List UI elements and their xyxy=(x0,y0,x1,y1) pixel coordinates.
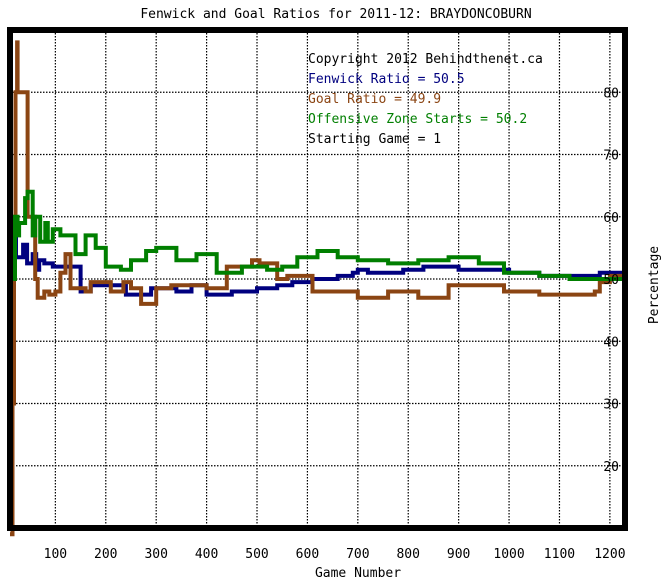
x-tick-label: 200 xyxy=(94,547,117,562)
x-axis-label: Game Number xyxy=(315,566,401,580)
series-line xyxy=(10,189,625,281)
legend-entry: Starting Game = 1 xyxy=(308,132,441,147)
plot-frame xyxy=(7,27,628,531)
x-tick-labels: 100 200 300 400 500 600 700 800 900 1000 1100 1200 xyxy=(44,547,626,562)
x-tick-label: 700 xyxy=(346,547,369,562)
x-tick-label: 800 xyxy=(396,547,419,562)
legend-entry: Offensive Zone Starts = 50.2 xyxy=(308,112,527,127)
legend: Copyright 2012 Behindthenet.ca Fenwick Ra… xyxy=(308,52,543,147)
legend-entry: Fenwick Ratio = 50.5 xyxy=(308,72,465,87)
chart-title: Fenwick and Goal Ratios for 2011-12: BRA… xyxy=(140,7,531,22)
x-tick-label: 600 xyxy=(296,547,319,562)
y-tick-label: 70 xyxy=(603,149,619,164)
y-tick-label: 40 xyxy=(603,335,619,350)
series-layer xyxy=(10,40,625,537)
y-tick-label: 30 xyxy=(603,398,619,413)
y-tick-label: 50 xyxy=(603,273,619,288)
x-tick-label: 400 xyxy=(195,547,218,562)
y-axis-label: Percentage xyxy=(647,246,662,324)
x-tick-label: 900 xyxy=(447,547,470,562)
y-tick-labels: 20 30 40 50 60 70 80 xyxy=(603,86,619,475)
x-tick-label: 1200 xyxy=(594,547,625,562)
x-tick-label: 100 xyxy=(44,547,67,562)
series-line xyxy=(10,230,625,297)
y-tick-label: 80 xyxy=(603,86,619,101)
x-tick-label: 1000 xyxy=(493,547,524,562)
series-line xyxy=(10,40,625,537)
legend-entry: Goal Ratio = 49.9 xyxy=(308,92,441,107)
legend-entry: Copyright 2012 Behindthenet.ca xyxy=(308,52,543,67)
x-tick-label: 300 xyxy=(144,547,167,562)
x-tick-label: 500 xyxy=(245,547,268,562)
y-tick-label: 60 xyxy=(603,211,619,226)
x-tick-label: 1100 xyxy=(544,547,575,562)
y-tick-label: 20 xyxy=(603,460,619,475)
